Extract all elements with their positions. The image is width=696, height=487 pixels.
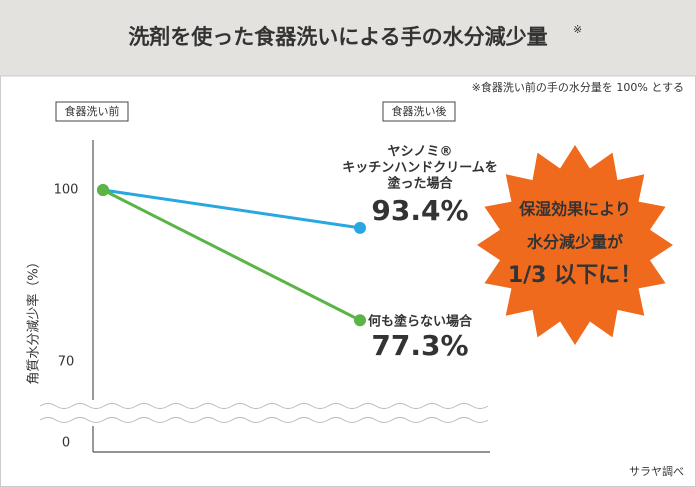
y-tick-label: 100	[54, 183, 79, 198]
title-band	[0, 0, 696, 76]
title-mark: ※	[573, 23, 582, 36]
callout-burst	[477, 145, 673, 345]
chart-title: 洗剤を使った食器洗いによる手の水分減少量	[128, 25, 547, 49]
category-box	[382, 101, 456, 122]
series-label: キッチンハンドクリームを	[342, 161, 498, 176]
value-label: 77.3%	[371, 329, 468, 362]
category-box	[55, 101, 129, 122]
note: ※食器洗い前の手の水分量を 100% とする	[472, 80, 684, 94]
point	[354, 221, 366, 234]
point	[354, 314, 366, 327]
y-tick-label: 0	[62, 436, 70, 451]
x-category-label: 食器洗い後	[392, 104, 447, 118]
series-line	[102, 188, 361, 230]
point	[97, 184, 109, 196]
x-category-label: 食器洗い前	[65, 104, 120, 118]
series-label: 何も塗らない場合	[368, 314, 473, 330]
series-label: ヤシノミ®	[387, 145, 452, 160]
source: サラヤ調べ	[629, 464, 684, 478]
callout-text: 保湿効果により	[518, 200, 631, 219]
callout-text: 水分減少量が	[527, 233, 623, 252]
value-label: 93.4%	[371, 194, 468, 227]
y-tick-label: 70	[58, 355, 75, 370]
y-axis-label: 角質水分減少率（%）	[26, 255, 42, 384]
callout-text: 1/3 以下に！	[508, 263, 642, 288]
series-line	[102, 188, 361, 322]
axis-break	[39, 403, 489, 423]
series-label: 塗った場合	[387, 176, 453, 192]
